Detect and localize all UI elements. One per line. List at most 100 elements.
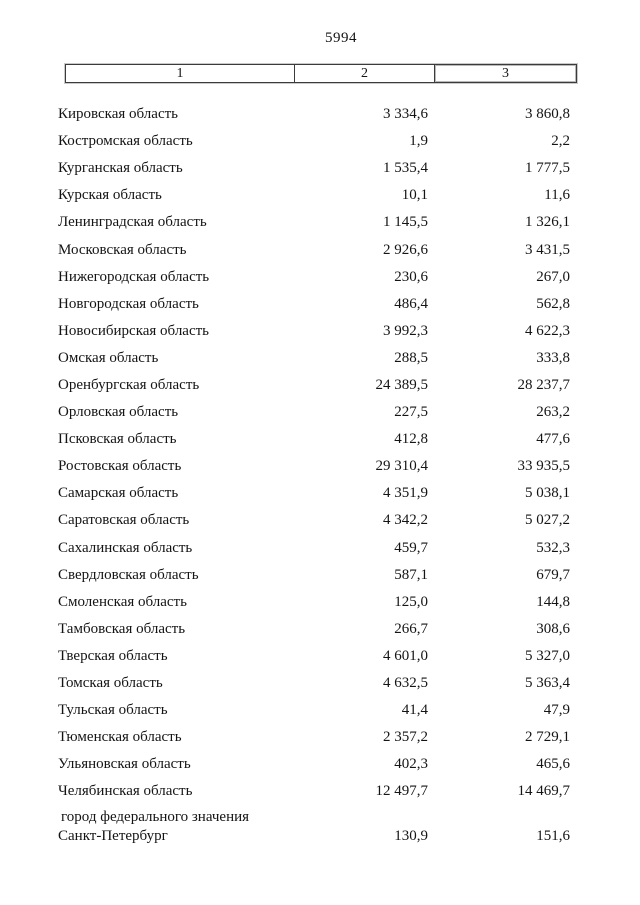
region-name: Ленинградская область (58, 214, 298, 231)
table-body: Кировская область 3 334,6 3 860,8 Костро… (58, 101, 570, 845)
value-col2: 402,3 (394, 756, 428, 773)
value-col2: 3 992,3 (383, 322, 428, 339)
value-col2: 1 145,5 (383, 214, 428, 231)
table-row: Кировская область 3 334,6 3 860,8 (58, 101, 570, 128)
table-row: Сахалинская область 459,7 532,3 (58, 535, 570, 562)
table-row: Костромская область 1,9 2,2 (58, 128, 570, 155)
value-col2: 24 389,5 (375, 376, 429, 393)
region-name-line: Тульская область (58, 702, 168, 719)
value-col3: 1 326,1 (525, 214, 570, 231)
table-row: Курганская область 1 535,4 1 777,5 (58, 155, 570, 182)
region-name: Смоленская область (58, 594, 298, 611)
region-name-line: Костромская область (58, 133, 193, 150)
value-col2: 10,1 (401, 187, 428, 204)
value-col2: 587,1 (394, 566, 428, 583)
region-name-line: Челябинская область (58, 783, 193, 800)
region-name-line: Свердловская область (58, 566, 199, 583)
table-row: Смоленская область 125,0 144,8 (58, 589, 570, 616)
table-row: Курская область 10,1 11,6 (58, 182, 570, 209)
value-col3: 28 237,7 (517, 376, 571, 393)
table-row: Ростовская область 29 310,4 33 935,5 (58, 453, 570, 480)
value-col3: 11,6 (544, 187, 570, 204)
region-name-line: Омская область (58, 349, 159, 366)
value-col2: 1 535,4 (383, 160, 428, 177)
table-row: Московская область 2 926,6 3 431,5 (58, 236, 570, 263)
table-row: Тульская область 41,4 47,9 (58, 697, 570, 724)
region-name-line: Нижегородская область (58, 268, 210, 285)
value-col3: 3 860,8 (525, 106, 570, 123)
region-name-line: Курганская область (58, 160, 183, 177)
column-header-2: 2 (294, 65, 434, 82)
table-row: Орловская область 227,5 263,2 (58, 399, 570, 426)
region-name-line: Тюменская область (58, 729, 182, 746)
table-row: Самарская область 4 351,9 5 038,1 (58, 480, 570, 507)
value-col3: 562,8 (536, 295, 570, 312)
value-col2: 459,7 (394, 539, 428, 556)
region-name-line: Новосибирская область (58, 322, 210, 339)
value-col2: 41,4 (401, 702, 428, 719)
table-row: Челябинская область 12 497,7 14 469,7 (58, 778, 570, 805)
region-name: Саратовская область (58, 512, 298, 529)
region-name: Кировская область (58, 106, 298, 123)
region-name-line: Московская область (58, 241, 187, 258)
value-col2: 4 601,0 (383, 647, 428, 664)
region-name: Московская область (58, 242, 298, 259)
region-name: Самарская область (58, 485, 298, 502)
value-col3: 308,6 (536, 620, 570, 637)
value-col2: 486,4 (394, 295, 428, 312)
value-col3: 47,9 (543, 702, 570, 719)
table-row: Новосибирская область 3 992,3 4 622,3 (58, 318, 570, 345)
region-name-line: Смоленская область (58, 593, 187, 610)
region-name: Курская область (58, 187, 298, 204)
region-name-line: Тамбовская область (58, 620, 186, 637)
value-col2: 266,7 (394, 620, 428, 637)
region-name-line: город федерального значения (61, 809, 250, 826)
region-name-line: Ростовская область (58, 458, 182, 475)
region-name: Курганская область (58, 160, 298, 177)
table-row: город федерального значения Санкт-Петербу… (58, 805, 570, 845)
region-name: Костромская область (58, 133, 298, 150)
region-name: Тамбовская область (58, 621, 298, 638)
region-name: Псковская область (58, 431, 298, 448)
value-col3: 267,0 (536, 268, 570, 285)
region-name-line: Санкт-Петербург (58, 827, 168, 844)
value-col3: 5 027,2 (525, 512, 570, 529)
value-col3: 2,2 (551, 133, 570, 150)
region-name-line: Саратовская область (58, 512, 190, 529)
table-row: Оренбургская область 24 389,5 28 237,7 (58, 372, 570, 399)
table-row: Ульяновская область 402,3 465,6 (58, 751, 570, 778)
region-name-line: Новгородская область (58, 295, 199, 312)
column-header-3: 3 (434, 65, 576, 82)
value-col3: 144,8 (536, 593, 570, 610)
value-col2: 4 342,2 (383, 512, 428, 529)
value-col2: 227,5 (394, 404, 428, 421)
region-name: Орловская область (58, 404, 298, 421)
region-name: Ростовская область (58, 458, 298, 475)
value-col3: 1 777,5 (525, 160, 570, 177)
value-col2: 4 632,5 (383, 675, 428, 692)
value-col3: 477,6 (536, 431, 570, 448)
value-col3: 5 363,4 (525, 675, 570, 692)
table-row: Ленинградская область 1 145,5 1 326,1 (58, 209, 570, 236)
region-name: Ульяновская область (58, 756, 298, 773)
value-col2: 29 310,4 (375, 458, 429, 475)
table-row: Нижегородская область 230,6 267,0 (58, 264, 570, 291)
region-name: Нижегородская область (58, 269, 298, 286)
value-col3: 2 729,1 (525, 729, 570, 746)
value-col2: 4 351,9 (383, 485, 428, 502)
region-name-line: Самарская область (58, 485, 179, 502)
value-col2: 230,6 (394, 268, 428, 285)
region-name-line: Кировская область (58, 106, 179, 123)
table-row: Томская область 4 632,5 5 363,4 (58, 670, 570, 697)
region-name: Челябинская область (58, 783, 298, 800)
table-row: Новгородская область 486,4 562,8 (58, 291, 570, 318)
region-name-line: Курская область (58, 187, 162, 204)
value-col3: 5 327,0 (525, 647, 570, 664)
column-header-1: 1 (176, 66, 184, 81)
value-col2: 3 334,6 (383, 106, 428, 123)
value-col3: 679,7 (536, 566, 570, 583)
value-col2: 130,9 (394, 827, 428, 844)
table-row: Тамбовская область 266,7 308,6 (58, 616, 570, 643)
value-col3: 151,6 (536, 827, 570, 844)
region-name-line: Оренбургская область (58, 376, 200, 393)
